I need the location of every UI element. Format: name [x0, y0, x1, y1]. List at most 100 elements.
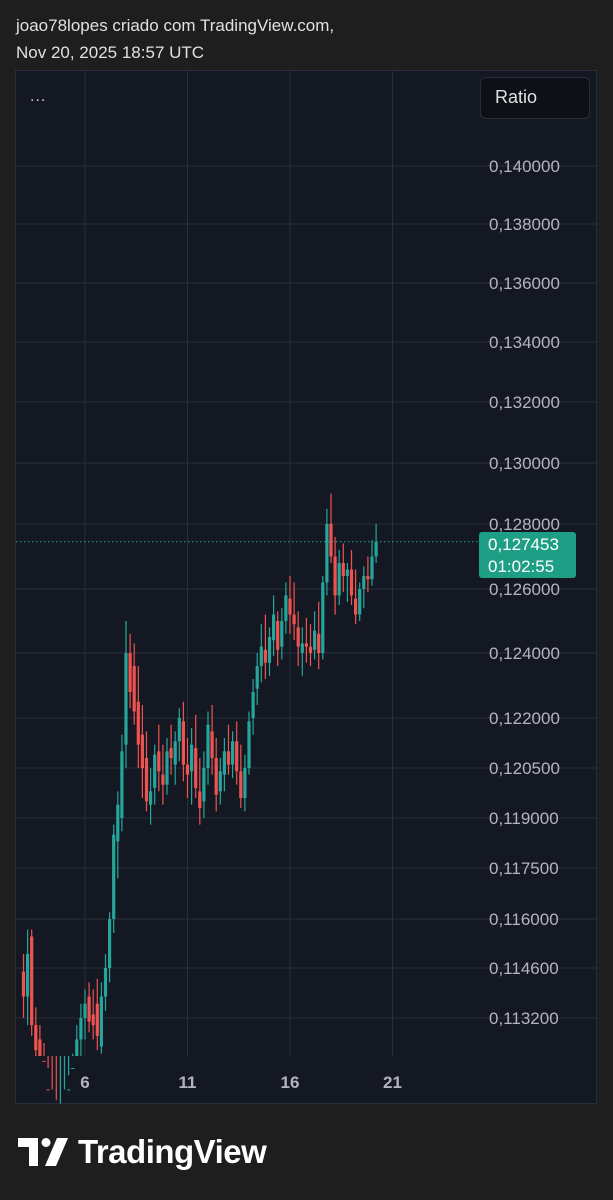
x-axis-tick-label: 16	[281, 1073, 300, 1092]
candlestick-chart[interactable]: 0,140000 0,138000 0,136000 0,134000 0,132000…	[16, 71, 598, 1105]
candle-body	[251, 692, 255, 718]
y-axis-tick-label: 0,140000	[489, 157, 560, 176]
candle-body	[358, 589, 362, 615]
candle-body	[341, 563, 345, 576]
attribution-timestamp: Nov 20, 2025 18:57 UTC	[16, 43, 205, 62]
candle-body	[177, 718, 181, 742]
candle-body	[46, 1089, 50, 1091]
candle-body	[239, 771, 243, 798]
candle-body	[296, 627, 300, 647]
y-axis-tick-label: 0,122000	[489, 709, 560, 728]
candle-body	[267, 637, 272, 663]
chart-panel[interactable]: 0,140000 0,138000 0,136000 0,134000 0,132000…	[15, 70, 598, 1105]
candle-body	[263, 649, 267, 663]
candle-body	[308, 646, 313, 653]
candle-body	[112, 834, 116, 919]
candle-body	[21, 971, 26, 997]
candle-body	[202, 768, 206, 802]
candle-body	[198, 791, 202, 808]
candle-body	[317, 633, 321, 653]
candle-body	[103, 968, 108, 997]
candle-body	[181, 721, 185, 765]
y-axis-tick-label: 0,138000	[489, 215, 560, 234]
candle-body	[337, 563, 341, 596]
candle-body	[206, 724, 210, 768]
candle-body	[26, 954, 30, 997]
candle-body	[300, 643, 304, 653]
candle-body	[222, 751, 226, 775]
candle-body	[226, 751, 231, 765]
candle-body	[210, 731, 214, 758]
candle-body	[149, 791, 153, 805]
candle-body	[87, 996, 91, 1022]
candle-body	[366, 576, 370, 580]
y-axis-tick-label: 0,119000	[489, 809, 559, 828]
tradingview-logo-icon	[18, 1138, 68, 1166]
candle-body	[243, 768, 247, 798]
candle-body	[374, 541, 378, 557]
y-axis-tick-label: 0,126000	[489, 580, 560, 599]
candle-body	[218, 771, 222, 792]
candle-body	[128, 653, 132, 692]
candle-body	[329, 524, 333, 557]
candle-body	[144, 758, 149, 802]
candle-body	[108, 919, 112, 968]
y-axis-tick-label: 0,132000	[489, 393, 560, 412]
candle-body	[231, 741, 235, 765]
candle-body	[349, 569, 354, 596]
y-axis-tick-label: 0,136000	[489, 274, 560, 293]
candle-body	[34, 1025, 38, 1051]
y-axis-tick-label: 0,120500	[489, 759, 560, 778]
y-axis-tick-label: 0,117500	[489, 859, 559, 878]
chart-attribution: joao78lopes criado com TradingView.com, …	[16, 12, 334, 66]
candle-body	[190, 744, 194, 772]
x-axis-tick-label: 11	[179, 1073, 197, 1092]
candle-body	[185, 764, 190, 775]
candle-body	[120, 751, 124, 818]
candle-body	[284, 595, 288, 621]
y-axis-tick-label: 0,130000	[489, 454, 560, 473]
candle-body	[333, 556, 337, 596]
candle-body	[169, 748, 173, 758]
brand-name: TradingView	[78, 1133, 267, 1170]
candle-body	[313, 630, 317, 650]
y-axis-tick-label: 0,114600	[489, 959, 559, 978]
candle-body	[276, 621, 280, 650]
candle-body	[79, 1018, 83, 1040]
y-axis-tick-label: 0,124000	[489, 644, 560, 663]
footer-brand: TradingView	[18, 1132, 267, 1172]
candle-body	[272, 614, 276, 641]
candle-body	[247, 721, 251, 768]
candle-body	[136, 701, 140, 745]
candle-body	[288, 598, 292, 615]
candle-body	[99, 996, 103, 1047]
candle-body	[91, 1014, 95, 1026]
candle-body	[116, 804, 120, 842]
candle-body	[30, 936, 34, 1026]
chart-menu-button[interactable]: ...	[30, 88, 47, 105]
last-price-value: 0,127453	[488, 535, 559, 554]
x-axis-tick-label: 21	[383, 1073, 402, 1092]
y-axis-tick-label: 0,116000	[489, 910, 559, 929]
symbol-label-button[interactable]: Ratio	[480, 77, 590, 119]
candle-body	[67, 1089, 71, 1091]
last-price-tag: 0,127453 01:02:55	[479, 532, 576, 578]
candle-body	[124, 653, 128, 745]
bar-countdown: 01:02:55	[488, 557, 555, 576]
candle-body	[370, 556, 374, 580]
candle-body	[321, 582, 325, 653]
candle-body	[71, 1068, 75, 1069]
candle-body	[75, 1039, 79, 1056]
candle-body	[214, 758, 218, 795]
candle-body	[259, 646, 263, 666]
candle-body	[362, 576, 366, 589]
candle-body	[280, 621, 284, 647]
candle-body	[255, 666, 259, 689]
y-axis-tick-label: 0,128000	[489, 515, 560, 534]
candle-body	[157, 751, 161, 772]
attribution-line: joao78lopes criado com TradingView.com,	[16, 16, 335, 35]
candle-body	[354, 598, 358, 615]
candle-body	[42, 1060, 46, 1062]
candle-body	[173, 741, 177, 765]
candle-body	[95, 1003, 99, 1036]
